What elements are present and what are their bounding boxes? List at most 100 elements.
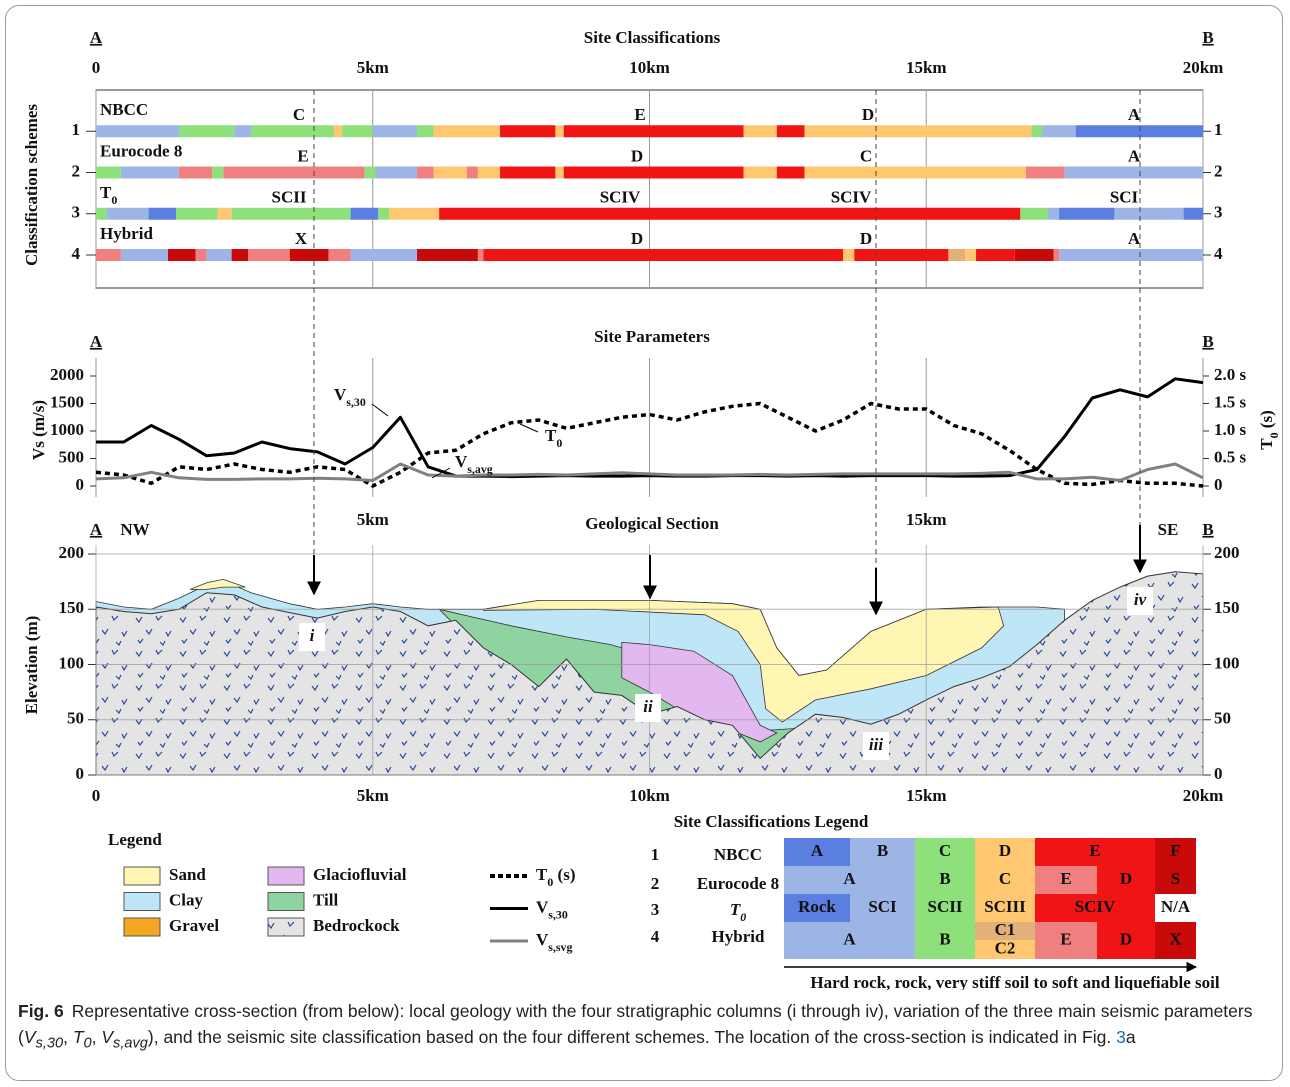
class-segment <box>1059 208 1114 220</box>
class-segment <box>232 249 249 261</box>
class-segment <box>149 208 177 220</box>
class-segment <box>251 125 334 137</box>
legend-row-number: 2 <box>651 874 660 893</box>
legend-label: Clay <box>169 890 204 909</box>
direction-label: NW <box>120 520 149 539</box>
legend-cell-label: A <box>843 869 856 888</box>
class-segment <box>483 249 843 261</box>
class-segment <box>744 125 777 137</box>
class-label: A <box>1128 105 1141 124</box>
class-segment <box>500 125 555 137</box>
legend-swatch <box>268 918 304 936</box>
text-part: V <box>455 452 468 471</box>
class-segment <box>744 167 777 179</box>
class-segment <box>176 208 218 220</box>
class-segment <box>1184 208 1203 220</box>
row-tick-label: 2 <box>1214 161 1223 180</box>
class-segment <box>1031 125 1042 137</box>
class-segment <box>564 167 744 179</box>
row-tick-label: 1 <box>1214 120 1223 139</box>
subscript: s,avg <box>467 462 492 476</box>
legend-label: Vs,30 <box>536 897 568 921</box>
legend-cell-label: SCII <box>928 897 963 916</box>
y2-tick-label: 2.0 s <box>1214 365 1247 384</box>
legend-cell-label: E <box>1060 869 1071 888</box>
text-part: (s) <box>553 865 575 884</box>
class-segment <box>1042 125 1075 137</box>
class-label: SCIV <box>831 188 872 207</box>
x-tick-label: 5km <box>357 786 389 805</box>
row-tick-label: 1 <box>72 120 81 139</box>
annotation: T0 <box>545 426 562 450</box>
column-label: i <box>310 626 315 645</box>
column-label: ii <box>643 697 653 716</box>
class-label: SCIV <box>600 188 641 207</box>
y2-tick-label: 1.5 s <box>1214 392 1247 411</box>
text-part: V <box>536 897 549 916</box>
y2-tick-label: 0.5 s <box>1214 447 1247 466</box>
class-segment <box>1076 125 1203 137</box>
class-segment <box>234 125 251 137</box>
legend-row-number: 3 <box>651 900 660 919</box>
y-tick-label: 150 <box>59 598 85 617</box>
annotation: Vs,avg <box>455 452 493 476</box>
class-segment <box>223 167 364 179</box>
legend-label: Vs,svg <box>536 930 572 954</box>
class-segment <box>1114 208 1183 220</box>
caption-part: ), and the seismic site classification b… <box>148 1027 1116 1047</box>
class-segment <box>976 249 1015 261</box>
text-part: T <box>545 426 557 445</box>
legend-cell-label: Rock <box>798 897 836 916</box>
caption-part: Vs,30 <box>24 1027 63 1047</box>
legend-cell-label: SCIV <box>1075 897 1116 916</box>
legend-row-name: T0 <box>730 900 746 924</box>
y-tick-label: 1000 <box>50 420 84 439</box>
subscript: s,svg <box>548 940 572 954</box>
y-tick-label: 200 <box>59 543 85 562</box>
row-tick-label: 4 <box>72 244 81 263</box>
caption-text: ), and the seismic site classification b… <box>148 1027 1116 1047</box>
panel-title: Geological Section <box>585 514 719 533</box>
class-segment <box>434 125 500 137</box>
class-segment <box>96 208 107 220</box>
class-segment <box>1059 249 1203 261</box>
caption-subscript: s,30 <box>36 1036 64 1052</box>
text-part: T <box>1257 438 1276 450</box>
class-segment <box>376 167 418 179</box>
legend-row-name: NBCC <box>714 845 762 864</box>
caption-text: a <box>1126 1027 1136 1047</box>
y-tick-label: 0 <box>76 764 85 783</box>
y-tick-label: 50 <box>1214 709 1231 728</box>
y2-tick-label: 1.0 s <box>1214 420 1247 439</box>
x-tick-label: 5km <box>357 510 389 529</box>
row-tick-label: 2 <box>72 161 81 180</box>
class-segment <box>804 167 1025 179</box>
caption-text: , <box>92 1027 102 1047</box>
class-segment <box>378 208 389 220</box>
text-part: V <box>536 930 549 949</box>
class-segment <box>843 249 854 261</box>
x-tick-label: 5km <box>357 58 389 77</box>
column-label: iii <box>869 735 883 754</box>
class-segment <box>342 125 372 137</box>
caption-part: Vs,avg <box>101 1027 148 1047</box>
class-segment <box>1015 249 1054 261</box>
y-tick-label: 50 <box>67 709 84 728</box>
class-segment <box>1054 249 1060 261</box>
class-segment <box>417 249 478 261</box>
class-segment <box>290 249 329 261</box>
class-segment <box>854 249 948 261</box>
section-end-label: B <box>1202 28 1213 47</box>
panel-title: Site Classifications <box>584 28 721 47</box>
legend-cell-label: C2 <box>995 938 1016 957</box>
y-tick-label: 2000 <box>50 365 84 384</box>
class-segment <box>179 125 234 137</box>
row-tick-label: 4 <box>1214 244 1223 263</box>
caption-part[interactable]: 3 <box>1116 1027 1126 1047</box>
scheme-name: Eurocode 8 <box>100 141 182 160</box>
y-tick-label: 200 <box>1214 543 1240 562</box>
class-segment <box>948 249 965 261</box>
caption-text: T <box>73 1027 84 1047</box>
y-tick-label: 100 <box>59 653 85 672</box>
row-tick-label: 3 <box>1214 203 1223 222</box>
